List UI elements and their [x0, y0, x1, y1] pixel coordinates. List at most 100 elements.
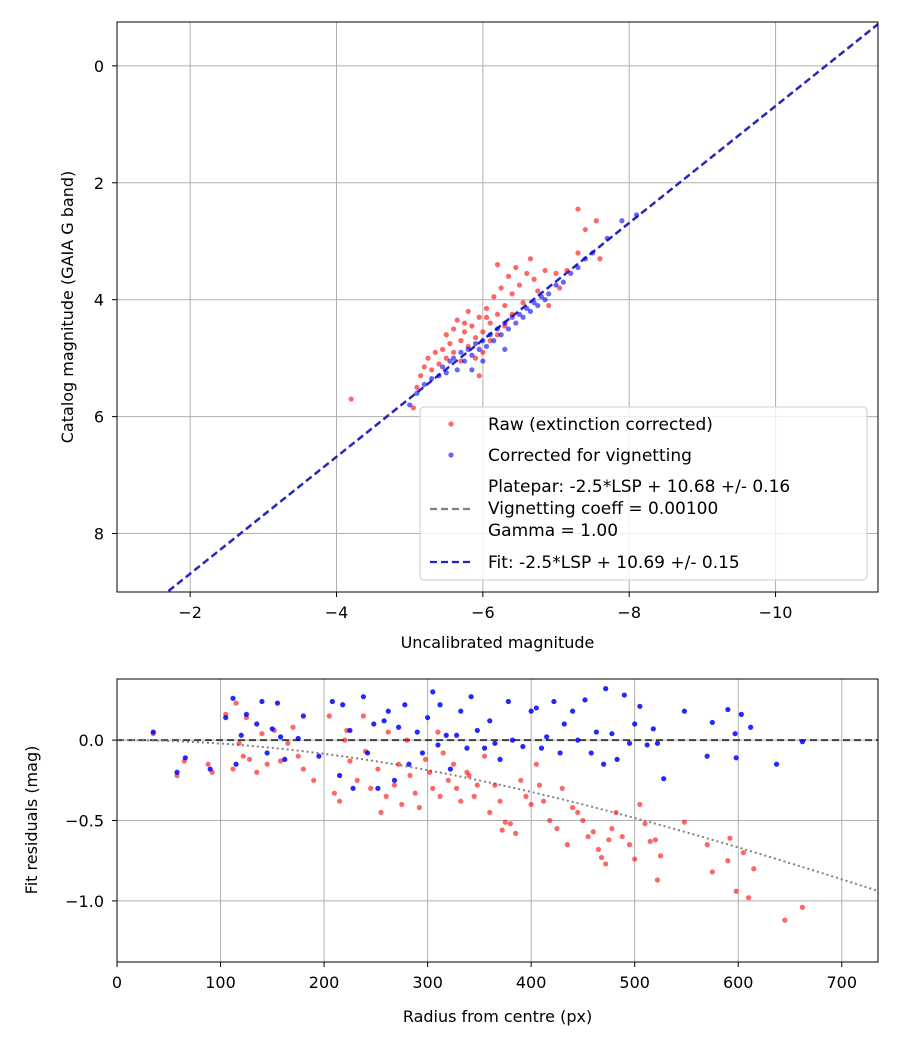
- raw-residual-point: [603, 861, 609, 867]
- top-xtick-label: −2: [178, 603, 202, 622]
- raw-residual-point: [471, 793, 477, 799]
- corrected-point: [407, 402, 413, 408]
- corrected-residual-point: [254, 721, 260, 727]
- corrected-residual-point: [150, 729, 156, 735]
- raw-point: [443, 355, 449, 361]
- corrected-point: [447, 358, 453, 364]
- raw-residual-point: [368, 785, 374, 791]
- raw-residual-point: [528, 801, 534, 808]
- raw-residual-point: [782, 917, 788, 923]
- corrected-residual-point: [337, 772, 343, 779]
- corrected-residual-point: [419, 750, 426, 756]
- corrected-residual-point: [425, 714, 431, 721]
- bottom-xtick-label: 100: [205, 973, 236, 992]
- raw-point: [410, 405, 416, 411]
- legend-platepar-line-2: Vignetting coeff = 0.00100: [488, 499, 718, 519]
- corrected-point: [524, 305, 530, 312]
- raw-point: [472, 355, 479, 361]
- raw-point: [443, 332, 449, 338]
- corrected-residual-point: [533, 705, 539, 711]
- raw-residual-point: [613, 809, 619, 816]
- corrected-residual-point: [601, 761, 607, 767]
- corrected-residual-point: [569, 708, 576, 714]
- raw-residual-point: [205, 761, 211, 767]
- corrected-residual-point: [799, 739, 806, 745]
- raw-residual-point: [300, 766, 306, 772]
- raw-point: [487, 338, 493, 344]
- raw-point: [414, 384, 420, 390]
- corrected-point: [509, 314, 515, 320]
- corrected-residual-point: [233, 761, 239, 767]
- raw-point: [520, 300, 526, 306]
- raw-residual-point: [450, 761, 457, 767]
- raw-residual-point: [435, 729, 441, 735]
- corrected-point: [494, 326, 501, 332]
- legend-corrected-marker: [448, 452, 454, 458]
- raw-residual-point: [246, 756, 253, 762]
- corrected-residual-point: [528, 708, 534, 714]
- raw-residual-point: [733, 888, 739, 894]
- corrected-residual-point: [182, 755, 188, 761]
- corrected-residual-point: [443, 732, 449, 738]
- raw-residual-point: [547, 817, 553, 824]
- raw-point: [524, 270, 530, 276]
- raw-point: [480, 329, 486, 335]
- raw-point: [513, 264, 519, 271]
- bottom-xtick-label: 200: [309, 973, 340, 992]
- raw-point: [498, 285, 504, 291]
- legend-box: [419, 406, 868, 581]
- corrected-point: [436, 373, 442, 379]
- corrected-residual-point: [385, 708, 391, 714]
- raw-point: [447, 340, 453, 347]
- corrected-residual-point: [230, 695, 236, 701]
- raw-point: [575, 206, 581, 212]
- raw-residual-point: [427, 769, 433, 775]
- raw-point: [553, 270, 559, 276]
- raw-residual-point: [709, 869, 715, 875]
- raw-residual-point: [585, 833, 591, 840]
- corrected-point: [461, 358, 468, 364]
- raw-point: [432, 349, 438, 355]
- corrected-residual-point: [557, 750, 563, 756]
- corrected-point: [450, 355, 457, 361]
- corrected-residual-point: [709, 719, 715, 726]
- corrected-residual-point: [497, 756, 503, 762]
- corrected-point: [491, 338, 497, 344]
- corrected-point: [633, 212, 640, 218]
- corrected-point: [560, 279, 566, 285]
- raw-residual-point: [342, 737, 348, 743]
- raw-residual-point: [492, 782, 498, 788]
- raw-residual-point: [704, 842, 710, 848]
- raw-residual-point: [740, 850, 747, 856]
- bottom-xtick-label: 300: [412, 973, 443, 992]
- corrected-residual-point: [350, 785, 356, 791]
- raw-residual-point: [254, 769, 260, 775]
- corrected-point: [502, 320, 508, 326]
- raw-point: [483, 314, 490, 320]
- raw-point: [476, 314, 482, 320]
- raw-point: [472, 335, 479, 341]
- bottom-xtick-label: 0: [112, 973, 122, 992]
- corrected-point: [582, 256, 588, 262]
- corrected-residual-point: [575, 737, 581, 743]
- raw-residual-point: [412, 790, 418, 796]
- corrected-residual-point: [650, 726, 656, 732]
- raw-residual-point: [277, 758, 284, 764]
- corrected-point: [520, 314, 526, 320]
- corrected-point: [480, 358, 486, 364]
- corrected-residual-point: [435, 742, 441, 748]
- corrected-point: [429, 376, 435, 382]
- top-plot-frame: [116, 21, 879, 593]
- raw-residual-point: [233, 700, 239, 706]
- corrected-residual-point: [316, 753, 322, 759]
- corrected-residual-point: [454, 732, 460, 738]
- corrected-point: [487, 332, 493, 338]
- top-series-clip: [164, 22, 878, 592]
- corrected-residual-point: [626, 740, 633, 746]
- raw-point: [461, 329, 468, 335]
- raw-residual-point: [609, 825, 615, 832]
- raw-residual-point: [725, 858, 731, 864]
- raw-residual-point: [264, 761, 270, 767]
- raw-point: [564, 267, 570, 274]
- raw-residual-point: [619, 833, 625, 840]
